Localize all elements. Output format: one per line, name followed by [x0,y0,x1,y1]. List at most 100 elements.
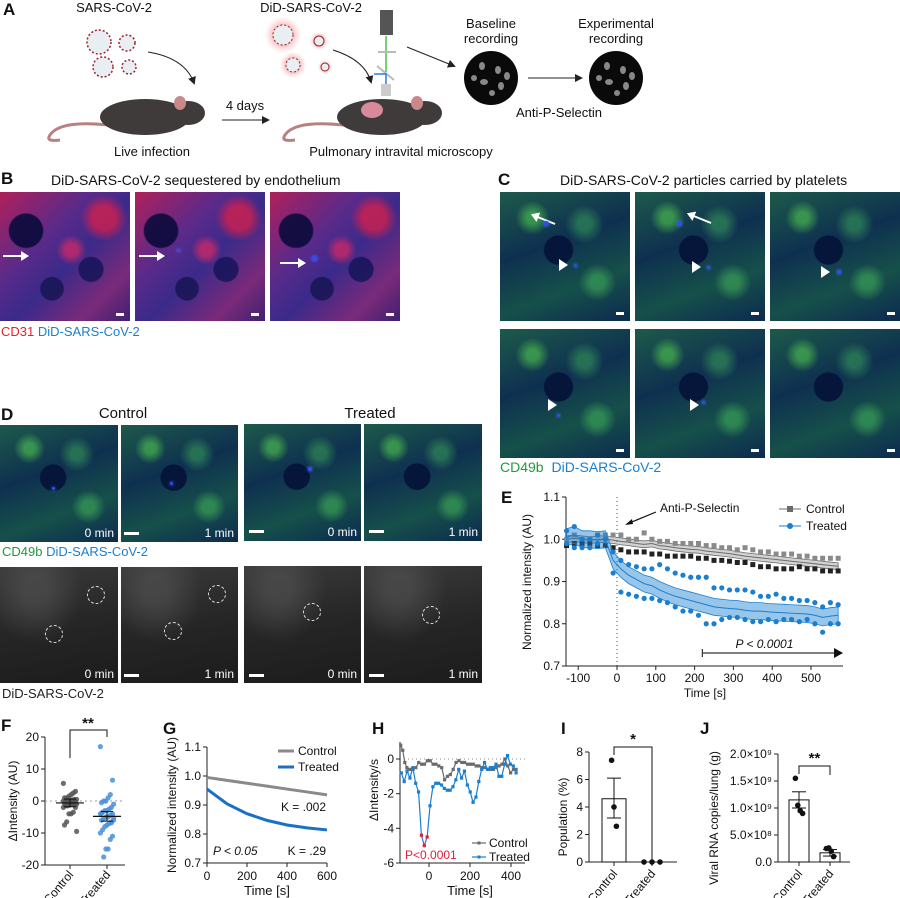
experimental-recording-image [589,51,643,105]
scale-bar [616,312,624,315]
e-treated-point [618,589,624,595]
h-control-point [483,766,487,770]
e-treated-point [742,616,748,623]
e-control-mean-line [566,537,839,567]
scale-bar [116,313,124,316]
virus-particle [177,249,180,252]
arrow-icon [406,46,456,68]
legend-did-sars-cov-2: DiD-SARS-CoV-2 [46,544,148,559]
e-y-tick-label: 0.7 [543,659,560,673]
e-control-point [781,566,787,572]
e-control-point [789,566,795,572]
f-treated-point [107,836,113,843]
f-treated-point [97,744,103,750]
e-control-point [703,543,709,549]
e-control-point [758,564,764,570]
legend-cd49b: CD49b [500,459,544,475]
treated-fluorescence-1min: 1 min [364,424,482,541]
e-treated-point [626,591,632,597]
panel-c-title: DiD-SARS-CoV-2 particles carried by plat… [560,172,848,188]
experimental-recording-label: Experimental recording [578,16,654,46]
h-treated-point [454,778,458,782]
h-control-point [442,778,447,782]
i-y-axis-label: Population (%) [556,778,570,857]
e-control-point [680,540,686,546]
h-control-point [468,762,473,766]
e-control-point [742,559,748,565]
j-point [828,848,834,854]
h-treated-point [474,795,478,799]
f-y-tick-label: -10 [22,826,40,840]
e-x-tick-label: 400 [762,671,782,685]
g-y-tick-label: 0.7 [184,856,201,870]
e-control-point [734,547,740,553]
g-x-tick-label: 400 [277,869,297,883]
f-y-tick-label: 10 [26,762,40,776]
i-y-tick-label: 6 [576,773,583,787]
panel-label-d: D [1,405,14,424]
e-treated-point [789,595,795,602]
f-y-axis-label: ΔIntensity (AU) [6,761,20,842]
h-control-point [425,759,429,763]
panel-label-e: E [501,488,513,507]
panel-d-legend: CD49b DiD-SARS-CoV-2 [2,544,148,559]
e-y-tick-label: 1.1 [543,490,560,504]
arrow-icon [280,258,306,268]
timestamp: 1 min [448,525,478,539]
platelet-micrograph-3 [770,192,900,321]
panel-label-b: B [1,169,14,188]
e-treated-point [835,621,841,627]
e-control-point [812,555,818,561]
f-treated-point [98,800,105,806]
e-treated-point [711,621,717,627]
h-treated-point [465,783,469,787]
f-y-tick-label: -20 [22,858,40,872]
h-treated-point [471,800,475,804]
h-y-axis-label: ΔIntensity/s [367,759,381,821]
curved-arrow-icon [332,49,374,84]
virus-icon [86,29,137,78]
i-y-tick-label: 0 [576,855,583,869]
virus-particle [52,487,55,490]
h-treated-point [508,762,512,766]
h-control-point [420,762,424,766]
h-control-point [403,760,407,765]
h-treated-point [437,781,441,785]
f-treated-point [98,817,105,823]
e-control-point [719,545,725,551]
h-significant-point [422,844,426,848]
scale-bar [251,313,259,316]
e-control-point [610,532,616,538]
i-y-tick-label: 2 [576,828,583,842]
h-significant-point [425,835,429,839]
timestamp: 1 min [204,526,234,540]
e-control-point [750,547,756,553]
scale-bar [887,312,895,315]
e-x-axis-label: Time [s] [684,686,726,700]
i-point [613,823,620,830]
timestamp: 0 min [327,667,357,681]
e-treated-point [750,589,756,595]
baseline-recording-label: Baseline recording [464,16,518,46]
highlight-circle [164,622,182,640]
h-control-point [448,772,452,777]
curved-arrow-icon [147,51,196,85]
h-control-point [437,764,441,768]
h-control-point [463,760,467,765]
e-control-point [765,564,771,570]
h-control-point [477,764,481,768]
control-did-1min: 1 min [121,567,238,683]
arrowhead-icon [625,519,633,525]
e-x-tick-label: 0 [614,671,621,685]
g-y-tick-label: 1.1 [184,740,201,754]
mouse-icon [47,96,205,142]
e-treated-point [820,629,826,635]
h-treated-point [459,776,464,780]
h-treated-point [428,804,432,808]
e-control-point [711,557,717,563]
e-x-tick-label: 300 [723,671,743,685]
h-treated-point [457,767,461,771]
i-category-label: Control [585,867,621,898]
e-control-point [633,536,639,542]
